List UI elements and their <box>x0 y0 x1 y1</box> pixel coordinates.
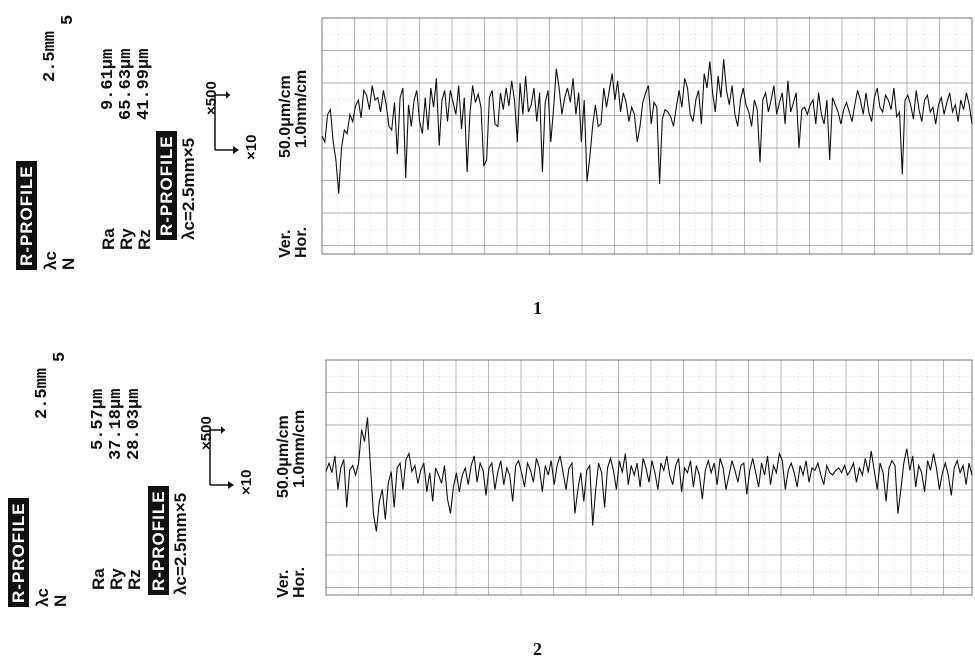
scale-ver-value: 50.0μm/cm <box>277 75 294 158</box>
grid <box>321 17 973 254</box>
param-name: Ra <box>89 568 108 590</box>
mag-vertical: ×500 <box>198 416 215 450</box>
mag-horizontal: ×10 <box>238 469 255 495</box>
param-name: Ry <box>117 228 136 250</box>
cutoff-value: 2.5mm <box>41 30 60 82</box>
mag-arrow-icon <box>209 426 234 489</box>
r-profile-badge: R-PROFILE <box>8 498 29 607</box>
filter-block: R-PROFILE λc=2.5mm×5 <box>148 486 190 595</box>
profile-panel-2: R-PROFILE λc 2.5mm N 5 Ra 5.57μm Ry 37.18μ… <box>0 345 975 664</box>
n-label: N <box>51 594 70 607</box>
plot-frame <box>325 359 973 596</box>
param-name: Rz <box>135 229 154 250</box>
mag-arrow-icon <box>214 91 239 154</box>
profile-line <box>325 417 973 532</box>
profile-panel-1: R-PROFILE λc 2.5mm N 5 Ra 9.61μm Ry 65.63μ… <box>0 0 975 330</box>
figure-label: 2 <box>533 639 542 659</box>
scale-ver-label: Ver. <box>275 569 292 598</box>
r-profile-badge: R-PROFILE <box>156 131 177 240</box>
cutoff-label: λc <box>41 251 60 270</box>
scale-ver-label: Ver. <box>277 229 294 258</box>
param-value: 41.99μm <box>135 48 154 120</box>
param-value: 9.61μm <box>99 48 118 110</box>
params-block: Ra 9.61μm Ry 65.63μm Rz 41.99μm <box>99 49 154 250</box>
scale-hor-value: 1.0mm/cm <box>293 69 310 148</box>
n-value: 5 <box>59 14 78 25</box>
scale-hor-label: Hor. <box>291 566 308 598</box>
scale-hor-label: Hor. <box>293 226 310 258</box>
params-block: Ra 5.57μm Ry 37.18μm Rz 28.03μm <box>89 389 144 590</box>
profile-plot <box>321 17 973 255</box>
mag-vertical: ×500 <box>203 81 220 115</box>
filter-sub: λc=2.5mm×5 <box>171 492 190 595</box>
param-name: Rz <box>125 569 144 590</box>
header-block: R-PROFILE λc 2.5mm N 5 <box>16 15 78 270</box>
filter-sub: λc=2.5mm×5 <box>179 137 198 240</box>
param-value: 28.03μm <box>125 388 144 460</box>
figure-label: 1 <box>533 298 542 318</box>
profile-line <box>321 59 973 194</box>
scale-block: Ver. 50.0μm/cm Hor. 1.0mm/cm <box>277 70 310 258</box>
param-name: Ra <box>99 228 118 250</box>
scale-hor-value: 1.0mm/cm <box>291 409 308 488</box>
scale-block: Ver. 50.0μm/cm Hor. 1.0mm/cm <box>275 410 308 598</box>
r-profile-badge: R-PROFILE <box>148 486 169 595</box>
param-value: 65.63μm <box>117 48 136 120</box>
profile-plot <box>325 359 973 596</box>
scale-ver-value: 50.0μm/cm <box>275 415 292 498</box>
n-label: N <box>59 257 78 270</box>
mag-horizontal: ×10 <box>243 134 260 160</box>
cutoff-value: 2.5mm <box>33 367 52 419</box>
header-block: R-PROFILE λc 2.5mm N 5 <box>8 352 70 607</box>
cutoff-label: λc <box>33 588 52 607</box>
param-name: Ry <box>107 568 126 590</box>
param-value: 37.18μm <box>107 388 126 460</box>
param-value: 5.57μm <box>89 388 108 450</box>
r-profile-badge: R-PROFILE <box>16 161 37 270</box>
n-value: 5 <box>51 351 70 362</box>
filter-block: R-PROFILE λc=2.5mm×5 <box>156 131 198 240</box>
